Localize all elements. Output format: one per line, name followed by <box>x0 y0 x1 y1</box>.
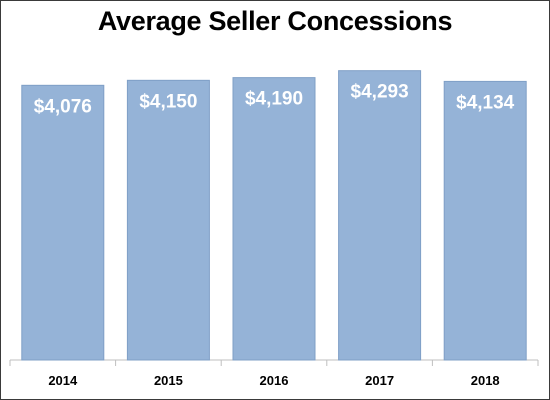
bar-2017 <box>338 70 422 361</box>
x-tick-label-2018: 2018 <box>471 373 500 388</box>
data-label-2014: $4,076 <box>34 96 92 117</box>
x-tick-label-2017: 2017 <box>365 373 394 388</box>
bar-2014 <box>21 84 105 361</box>
x-tick-label-2016: 2016 <box>260 373 289 388</box>
x-tick-label-2014: 2014 <box>48 373 78 388</box>
x-tick-label-2015: 2015 <box>154 373 183 388</box>
bar-2018 <box>443 80 527 361</box>
bar-2016 <box>232 77 316 361</box>
data-label-2015: $4,150 <box>139 91 197 112</box>
chart-title: Average Seller Concessions <box>97 6 453 36</box>
data-label-2017: $4,293 <box>351 82 409 103</box>
data-label-2018: $4,134 <box>456 92 515 113</box>
data-label-2016: $4,190 <box>245 89 303 110</box>
bar-2015 <box>126 79 210 361</box>
